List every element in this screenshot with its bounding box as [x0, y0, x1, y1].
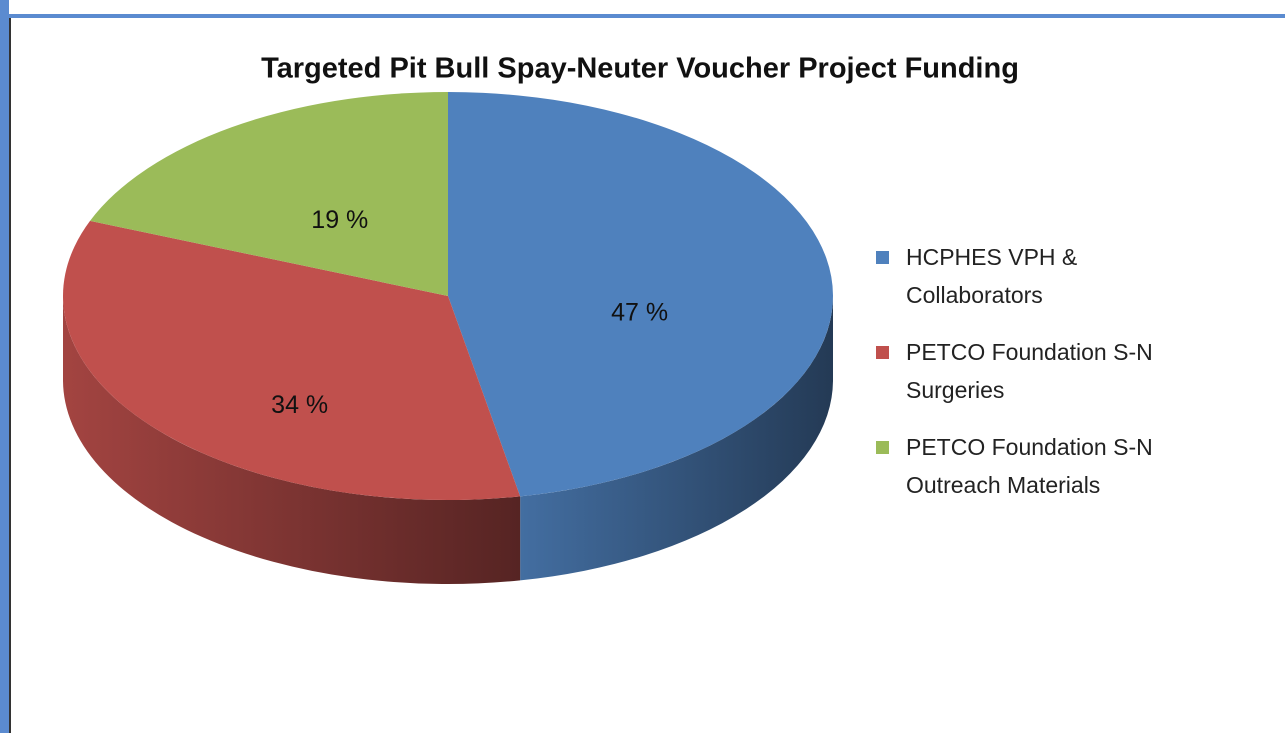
frame-border-top — [0, 14, 1285, 18]
legend-entry: HCPHES VPH & Collaborators — [876, 238, 1176, 314]
frame-edge — [9, 18, 11, 733]
slice-side — [520, 296, 833, 581]
legend-label: PETCO Foundation S-N Outreach Materials — [906, 434, 1153, 498]
legend-label: HCPHES VPH & Collaborators — [906, 244, 1078, 308]
legend-entry: PETCO Foundation S-N Outreach Materials — [876, 428, 1176, 504]
slice — [62, 220, 521, 500]
data-label: 47 % — [611, 299, 668, 327]
slice — [448, 92, 834, 497]
legend-swatch — [876, 441, 889, 454]
chart-title: Targeted Pit Bull Spay-Neuter Voucher Pr… — [261, 53, 1019, 85]
legend-swatch — [876, 251, 889, 264]
legend-entry: PETCO Foundation S-N Surgeries — [876, 333, 1176, 409]
legend-label: PETCO Foundation S-N Surgeries — [906, 339, 1153, 403]
legend: HCPHES VPH & Collaborators PETCO Foundati… — [876, 238, 1176, 523]
slice — [90, 92, 448, 296]
data-label: 34 % — [271, 391, 328, 419]
legend-swatch — [876, 346, 889, 359]
frame-border-left — [0, 0, 9, 733]
data-label: 19 % — [311, 206, 368, 234]
slice-side — [63, 296, 521, 584]
